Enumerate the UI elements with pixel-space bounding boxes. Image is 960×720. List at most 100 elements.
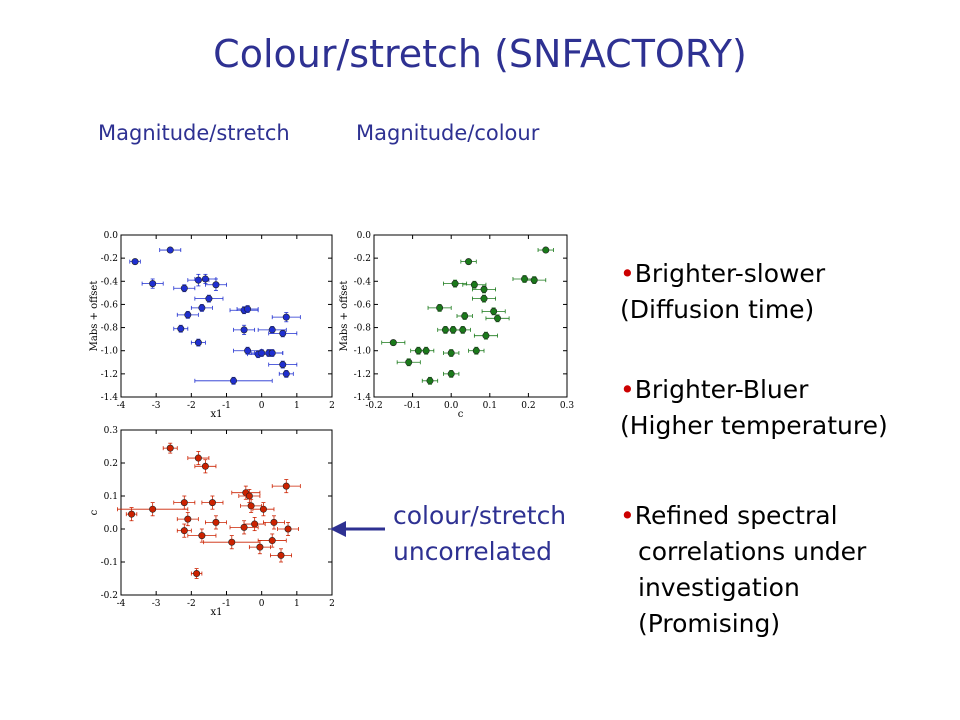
bullet-dot: • — [620, 501, 635, 530]
subtitle-magnitude-stretch: Magnitude/stretch — [98, 121, 290, 145]
plot-frame — [120, 234, 333, 398]
y-tick-label: -0.6 — [354, 300, 372, 310]
x-tick-label: -2 — [187, 401, 196, 411]
y-tick-label: -0.6 — [101, 300, 119, 310]
data-point — [451, 280, 459, 288]
y-tick-label: 0.0 — [357, 231, 372, 241]
data-point — [436, 304, 444, 312]
y-tick-label: 0.0 — [104, 525, 119, 535]
data-point — [194, 339, 202, 347]
y-tick-label: 0.3 — [104, 426, 119, 436]
data-point — [201, 462, 209, 470]
bullet-dot: • — [620, 375, 635, 404]
x-tick-label: -4 — [117, 401, 126, 411]
data-point — [279, 361, 287, 369]
bullet-subtext: (Higher temperature) — [620, 411, 888, 440]
data-point — [205, 295, 213, 303]
x-tick-label: 0 — [259, 599, 265, 609]
data-point — [245, 492, 253, 500]
bullet-text: Brighter-slower — [634, 259, 826, 288]
data-point — [422, 347, 430, 355]
data-point — [201, 275, 209, 283]
x-axis-label: x1 — [210, 409, 222, 420]
data-point — [194, 454, 202, 462]
y-axis-label: c — [89, 509, 100, 515]
y-tick-label: -0.8 — [354, 324, 372, 334]
data-point — [268, 349, 276, 357]
chart-colour-vs-stretch: -4 -3 -2 -1 0 1 2 0.3 0.2 0.1 0.0 -0.1 -0.2 x1 c — [89, 426, 335, 618]
y-tick-label: -1.2 — [101, 370, 118, 380]
y-tick-label: -0.2 — [101, 254, 118, 264]
data-point — [459, 326, 467, 334]
data-point — [494, 314, 502, 322]
data-point — [166, 246, 174, 254]
y-tick-label: -1.0 — [101, 347, 119, 357]
data-point — [184, 311, 192, 319]
data-point — [277, 551, 285, 559]
data-point — [279, 329, 287, 337]
x-tick-label: -3 — [152, 599, 161, 609]
data-point — [482, 332, 490, 340]
x-tick-label: 1 — [294, 401, 300, 411]
data-point — [194, 276, 202, 284]
bullet-subtext: (Diffusion time) — [620, 295, 815, 324]
x-tick-label: -0.2 — [365, 401, 382, 411]
bullet-refined-spectral: •Refined spectral correlations under inv… — [620, 498, 866, 642]
y-tick-label: -1.2 — [354, 370, 371, 380]
data-point — [208, 499, 216, 507]
x-tick-label: 0.1 — [483, 401, 497, 411]
data-point — [270, 518, 278, 526]
x-tick-label: -4 — [117, 599, 126, 609]
bullet-text-line4: (Promising) — [638, 609, 781, 638]
y-tick-label: -1.4 — [101, 393, 119, 403]
uncorrelated-note: colour/stretch uncorrelated — [393, 498, 566, 570]
x-tick-label: -2 — [187, 599, 196, 609]
data-point — [212, 518, 220, 526]
data-point — [240, 523, 248, 531]
data-point — [193, 570, 201, 578]
subtitle-magnitude-colour: Magnitude/colour — [356, 121, 540, 145]
x-axis-label: c — [458, 409, 464, 420]
data-point — [447, 349, 455, 357]
data-point — [251, 520, 259, 528]
y-axis-label: Mabs + offset — [339, 281, 350, 352]
data-point — [268, 326, 276, 334]
y-tick-label: -0.4 — [101, 277, 119, 287]
data-point — [166, 444, 174, 452]
data-point — [128, 510, 136, 518]
chart-magnitude-vs-colour: -0.2 -0.1 0.0 0.1 0.2 0.3 0.0 -0.2 -0.4 -0.6 -0.8 -… — [339, 231, 574, 420]
data-point — [198, 532, 206, 540]
data-point — [180, 527, 188, 535]
data-point — [426, 377, 434, 385]
x-tick-label: -1 — [222, 401, 231, 411]
bullet-brighter-bluer: •Brighter-Bluer (Higher temperature) — [620, 372, 888, 444]
x-tick-label: 1 — [294, 599, 300, 609]
data-point — [230, 377, 238, 385]
x-tick-label: -0.1 — [404, 401, 421, 411]
x-tick-label: 0.2 — [521, 401, 535, 411]
data-point — [247, 502, 255, 510]
x-tick-label: 2 — [329, 401, 335, 411]
data-point — [259, 505, 267, 513]
y-tick-label: 0.2 — [104, 459, 118, 469]
data-point — [490, 307, 498, 315]
bullet-text-line3: investigation — [638, 573, 800, 602]
data-point — [282, 313, 290, 321]
data-point — [480, 285, 488, 293]
data-point — [131, 258, 139, 266]
data-point — [212, 281, 220, 289]
data-point — [530, 276, 538, 284]
data-point — [177, 325, 185, 333]
data-point — [149, 280, 157, 288]
y-tick-label: -0.1 — [101, 558, 118, 568]
data-point — [240, 326, 248, 334]
x-tick-label: -1 — [222, 599, 231, 609]
data-point — [405, 358, 413, 366]
y-tick-label: -1.4 — [354, 393, 372, 403]
data-point — [465, 258, 473, 266]
x-tick-label: -3 — [152, 401, 161, 411]
data-point — [268, 537, 276, 545]
data-point — [198, 304, 206, 312]
y-tick-label: 0.1 — [104, 492, 118, 502]
bullet-brighter-slower: •Brighter-slower (Diffusion time) — [620, 256, 825, 328]
